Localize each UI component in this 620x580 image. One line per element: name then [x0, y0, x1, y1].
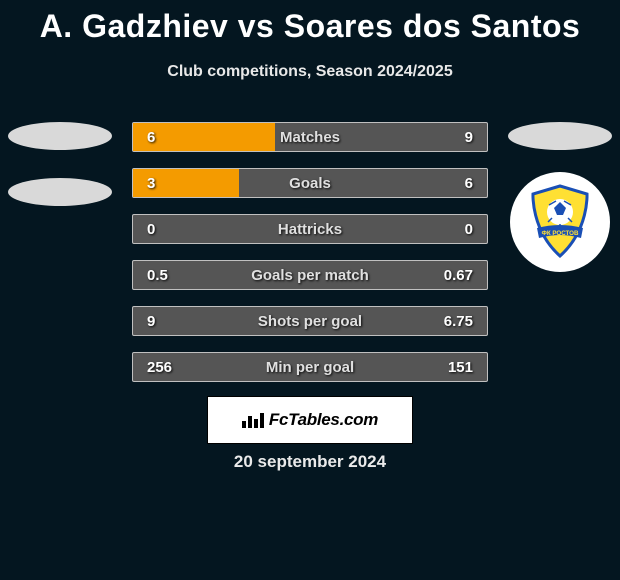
stat-bar: 0.5Goals per match0.67	[132, 260, 488, 290]
stat-bar: 6Matches9	[132, 122, 488, 152]
stat-name: Goals	[133, 169, 487, 197]
comparison-date: 20 september 2024	[0, 452, 620, 472]
placeholder-oval	[8, 122, 112, 150]
stat-value-right: 151	[448, 353, 473, 381]
comparison-subtitle: Club competitions, Season 2024/2025	[0, 63, 620, 81]
stat-bar: 3Goals6	[132, 168, 488, 198]
stat-value-right: 6.75	[444, 307, 473, 335]
stat-value-right: 9	[465, 123, 473, 151]
comparison-title: A. Gadzhiev vs Soares dos Santos	[0, 0, 620, 45]
chart-icon	[242, 413, 264, 428]
stat-bar: 9Shots per goal6.75	[132, 306, 488, 336]
fctables-watermark: FcTables.com	[207, 396, 413, 444]
stat-name: Goals per match	[133, 261, 487, 289]
stat-bar: 0Hattricks0	[132, 214, 488, 244]
svg-text:ФК РОСТОВ: ФК РОСТОВ	[542, 230, 579, 237]
stat-bar: 256Min per goal151	[132, 352, 488, 382]
stat-name: Hattricks	[133, 215, 487, 243]
placeholder-oval	[8, 178, 112, 206]
rostov-shield-icon: ФК РОСТОВ	[527, 184, 593, 260]
stat-name: Shots per goal	[133, 307, 487, 335]
right-player-column: ФК РОСТОВ	[508, 122, 612, 272]
stat-value-right: 0	[465, 215, 473, 243]
left-player-placeholder	[8, 122, 112, 234]
watermark-text: FcTables.com	[269, 410, 378, 430]
stat-value-right: 6	[465, 169, 473, 197]
stats-bars-container: 6Matches93Goals60Hattricks00.5Goals per …	[132, 122, 488, 398]
stat-value-right: 0.67	[444, 261, 473, 289]
club-badge: ФК РОСТОВ	[510, 172, 610, 272]
stat-name: Matches	[133, 123, 487, 151]
stat-name: Min per goal	[133, 353, 487, 381]
placeholder-oval	[508, 122, 612, 150]
